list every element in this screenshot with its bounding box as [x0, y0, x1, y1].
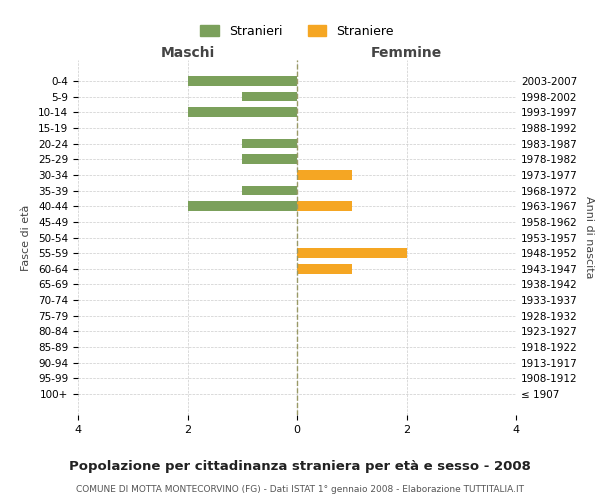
Bar: [187, 76, 297, 86]
Text: Popolazione per cittadinanza straniera per età e sesso - 2008: Popolazione per cittadinanza straniera p…: [69, 460, 531, 473]
Bar: [242, 154, 297, 164]
Bar: [297, 170, 352, 179]
Bar: [297, 202, 352, 211]
Y-axis label: Fasce di età: Fasce di età: [21, 204, 31, 270]
Bar: [242, 92, 297, 101]
Bar: [187, 202, 297, 211]
Bar: [242, 139, 297, 148]
Bar: [297, 248, 407, 258]
Text: COMUNE DI MOTTA MONTECORVINO (FG) - Dati ISTAT 1° gennaio 2008 - Elaborazione TU: COMUNE DI MOTTA MONTECORVINO (FG) - Dati…: [76, 485, 524, 494]
Bar: [242, 186, 297, 195]
Bar: [187, 108, 297, 117]
Text: Femmine: Femmine: [371, 46, 442, 60]
Y-axis label: Anni di nascita: Anni di nascita: [584, 196, 594, 279]
Bar: [297, 264, 352, 274]
Text: Maschi: Maschi: [160, 46, 215, 60]
Legend: Stranieri, Straniere: Stranieri, Straniere: [195, 20, 399, 43]
